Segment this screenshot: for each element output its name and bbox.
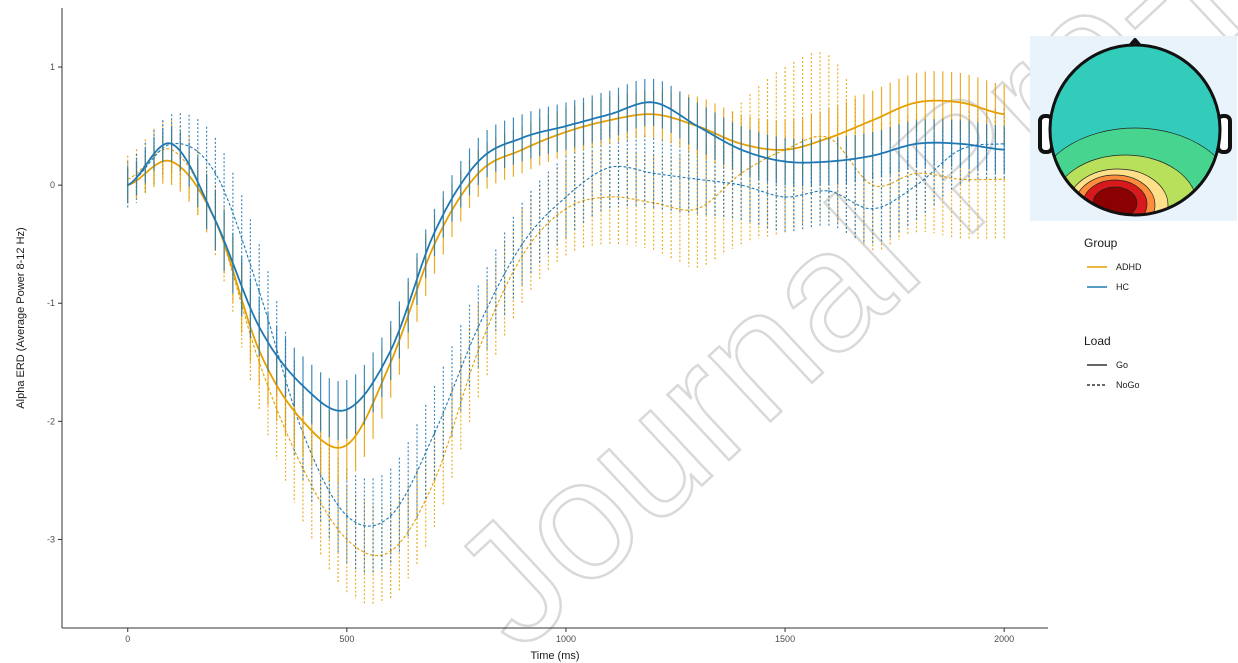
head-fill bbox=[1050, 45, 1220, 215]
y-tick-label: 0 bbox=[50, 180, 55, 190]
data-point bbox=[302, 467, 304, 470]
axes: 0 500 1000 1500 2000 1 0 -1 -2 -3 Time (ms) Alpha E… bbox=[15, 8, 1048, 662]
data-point bbox=[696, 178, 699, 180]
y-axis-title: Alpha ERD (Average Power 8-12 Hz) bbox=[15, 227, 27, 408]
data-point bbox=[609, 113, 611, 116]
data-point bbox=[477, 160, 480, 163]
data-point bbox=[258, 326, 261, 328]
x-tick-label: 500 bbox=[339, 634, 354, 644]
data-point bbox=[346, 538, 348, 541]
data-point bbox=[346, 408, 348, 411]
data-point bbox=[871, 208, 874, 210]
legend-label: NoGo bbox=[1116, 380, 1140, 390]
legend-load: Load Go NoGo bbox=[1084, 334, 1140, 394]
x-tick-label: 1000 bbox=[556, 634, 576, 644]
data-point bbox=[521, 243, 523, 245]
data-point bbox=[1003, 148, 1005, 151]
data-point bbox=[784, 160, 786, 163]
data-point bbox=[915, 143, 918, 145]
data-point bbox=[609, 166, 611, 169]
data-point bbox=[828, 190, 830, 192]
data-point bbox=[521, 137, 523, 139]
data-point bbox=[433, 432, 436, 434]
x-axis-title: Time (ms) bbox=[530, 650, 579, 662]
y-tick-label: -3 bbox=[47, 534, 55, 544]
data-point bbox=[696, 125, 699, 127]
x-tick-label: 0 bbox=[125, 634, 130, 644]
data-point bbox=[389, 550, 392, 552]
data-point bbox=[1003, 113, 1005, 116]
data-point bbox=[565, 125, 567, 127]
data-point bbox=[871, 119, 874, 121]
legend-label: ADHD bbox=[1116, 262, 1142, 272]
data-point bbox=[214, 172, 217, 175]
series-hc-go bbox=[126, 78, 1005, 441]
data-point bbox=[915, 101, 918, 104]
data-point bbox=[959, 143, 962, 145]
data-point bbox=[740, 148, 742, 151]
x-tick-label: 2000 bbox=[994, 634, 1014, 644]
data-point bbox=[389, 515, 392, 517]
data-point bbox=[433, 231, 436, 234]
data-point bbox=[302, 385, 304, 387]
data-point bbox=[214, 219, 217, 222]
data-point bbox=[346, 515, 348, 517]
legend: Group ADHD HC Load Go NoGo bbox=[1084, 236, 1142, 394]
data-point bbox=[652, 172, 655, 175]
data-point bbox=[609, 196, 611, 198]
data-point bbox=[828, 160, 830, 163]
topographic-head-map bbox=[1030, 36, 1237, 221]
legend-group: Group ADHD HC bbox=[1084, 236, 1142, 296]
data-point bbox=[302, 420, 304, 423]
legend-label: HC bbox=[1116, 282, 1129, 292]
y-tick-label: -1 bbox=[47, 298, 55, 308]
data-point bbox=[959, 101, 962, 104]
data-point bbox=[784, 196, 786, 198]
data-point bbox=[389, 349, 392, 352]
data-point bbox=[565, 196, 567, 198]
data-point bbox=[170, 143, 173, 145]
data-point bbox=[652, 101, 655, 104]
data-point bbox=[740, 184, 742, 186]
data-point bbox=[258, 290, 261, 293]
data-point bbox=[1003, 178, 1005, 180]
y-tick-label: 1 bbox=[50, 62, 55, 72]
head-outline bbox=[1048, 43, 1222, 217]
legend-title: Load bbox=[1084, 334, 1111, 348]
data-point bbox=[126, 184, 129, 186]
data-point bbox=[477, 326, 480, 328]
x-tick-label: 1500 bbox=[775, 634, 795, 644]
y-tick-label: -2 bbox=[47, 416, 55, 426]
legend-title: Group bbox=[1084, 236, 1118, 250]
data-point bbox=[433, 479, 436, 482]
data-point bbox=[346, 444, 348, 446]
legend-label: Go bbox=[1116, 360, 1128, 370]
plot-marks bbox=[126, 52, 1005, 605]
data-point bbox=[915, 184, 918, 186]
data-point bbox=[871, 154, 874, 157]
